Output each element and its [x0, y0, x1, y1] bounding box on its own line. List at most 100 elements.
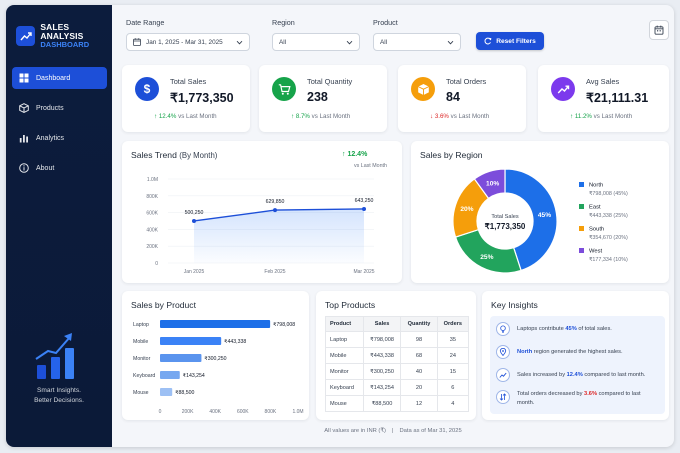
calendar-icon — [133, 38, 141, 46]
insight-highlight: North — [517, 349, 533, 355]
trend-point — [362, 206, 366, 211]
legend-label: East — [589, 205, 601, 211]
kpi-value: ₹21,111.31 — [586, 91, 649, 105]
data-label: 643,250 — [355, 198, 374, 204]
cell-quantity: 40 — [400, 363, 438, 380]
cell-product: Keyboard — [325, 379, 364, 396]
sales-by-region-card: Sales by Region 45% 25% 20% 10% Total Sales ₹… — [411, 141, 669, 283]
y-tick-label: 1.0M — [147, 177, 158, 183]
y-tick-label: 0 — [155, 261, 158, 267]
reset-filters-label: Reset Filters — [496, 37, 536, 45]
date-range-picker[interactable]: Jan 1, 2025 - Mar 31, 2025 — [126, 33, 250, 51]
currency-note: All values are in INR (₹) — [324, 428, 386, 434]
table-row: Monitor ₹300,250 40 15 — [325, 363, 470, 380]
kpi-compare: vs Last Month — [178, 113, 217, 120]
cell-sales: ₹300,250 — [362, 363, 402, 380]
cell-sales: ₹443,338 — [362, 347, 402, 364]
x-tick-label: Jan 2025 — [184, 269, 205, 275]
kpi-delta: ↑ 12.4% vs Last Month — [154, 113, 217, 120]
x-tick-label: Mar 2025 — [353, 269, 374, 275]
kpi-delta-value: 12.4% — [158, 113, 177, 120]
cart-icon — [272, 77, 296, 101]
kpi-card-total-quantity: Total Quantity 238 ↑ 8.7% vs Last Month — [259, 65, 387, 132]
insight-highlight: 3.6% — [584, 391, 597, 397]
dollar-icon: $ — [135, 77, 159, 101]
calendar-button[interactable] — [649, 20, 669, 40]
sales-trend-title: Sales Trend — [131, 150, 177, 160]
sales-by-product-card: Sales by Product Laptop ₹798,008 Mobile ₹44… — [122, 291, 309, 420]
table-row: Mobile ₹443,338 68 24 — [325, 347, 470, 364]
trend-up-icon — [496, 368, 510, 382]
sidebar-item-dashboard[interactable]: Dashboard — [12, 67, 107, 89]
slice-pct-label: 10% — [486, 180, 499, 187]
data-as-of: Data as of Mar 31, 2025 — [399, 428, 462, 434]
reset-filters-button[interactable]: Reset Filters — [476, 32, 544, 50]
box-icon — [19, 103, 29, 113]
legend-value: ₹443,338 (25%) — [589, 213, 628, 219]
insight-text: of total sales. — [576, 326, 612, 332]
region-label: Region — [272, 18, 295, 27]
category-label: Mouse — [133, 390, 149, 396]
bar-value-label: ₹798,008 — [273, 322, 295, 328]
cell-product: Laptop — [325, 331, 364, 348]
pie-slice-west — [473, 168, 506, 200]
kpi-compare: vs Last Month — [450, 113, 490, 120]
brand-subtitle: DASHBOARD — [40, 39, 90, 49]
kpi-compare: vs Last Month — [593, 113, 633, 120]
column-header: Sales — [362, 316, 402, 332]
cell-sales: ₹798,008 — [362, 331, 402, 348]
main-content: Date Range Jan 1, 2025 - Mar 31, 2025 Re… — [112, 5, 674, 447]
top-products-table: Product Sales Quantity Orders Laptop ₹79… — [325, 316, 470, 412]
donut-center-label: Total Sales — [491, 214, 519, 220]
footer: All values are in INR (₹) | Data as of Mar… — [324, 428, 462, 434]
region-select[interactable]: All — [272, 33, 360, 51]
insight-text: Sales increased by — [517, 372, 567, 378]
y-tick-label: 400K — [146, 227, 158, 233]
bar-mouse — [160, 388, 173, 396]
bar-chart-icon — [19, 135, 28, 143]
slice-pct-label: 20% — [460, 206, 473, 213]
cell-orders: 4 — [436, 395, 470, 412]
category-label: Keyboard — [133, 373, 155, 379]
kpi-delta-value: 3.6% — [434, 113, 449, 120]
kpi-delta: ↓ 3.6% vs Last Month — [430, 113, 490, 120]
sidebar-item-about[interactable]: About — [12, 157, 107, 179]
lightbulb-icon — [496, 322, 510, 336]
bar-value-label: ₹300,250 — [204, 356, 226, 362]
table-header-row: Product Sales Quantity Orders — [325, 316, 470, 332]
sidebar-item-products[interactable]: Products — [12, 97, 107, 119]
legend-swatch — [579, 226, 584, 231]
kpi-title: Avg Sales — [586, 77, 620, 86]
product-select[interactable]: All — [373, 33, 461, 51]
legend-value: ₹177,334 (10%) — [589, 257, 628, 263]
x-tick-label: 600K — [237, 409, 249, 415]
x-tick-label: 0 — [159, 409, 162, 415]
sidebar-item-label: Products — [36, 104, 64, 112]
cell-product: Mobile — [325, 347, 364, 364]
kpi-value: 84 — [446, 90, 460, 104]
bar-value-label: ₹88,500 — [175, 390, 194, 396]
sidebar-item-label: Dashboard — [36, 74, 71, 82]
sidebar-item-analytics[interactable]: Analytics — [12, 127, 107, 149]
trend-up-icon — [551, 77, 575, 101]
sales-trend-card: Sales Trend (By Month) ↑ 12.4% vs Last M… — [122, 141, 402, 283]
sidebar-nav: Dashboard Products Analytics About — [12, 67, 107, 187]
legend-label: North — [589, 183, 603, 189]
insight-text: Laptops contribute — [517, 326, 566, 332]
cell-orders: 24 — [436, 347, 470, 364]
legend-value: ₹354,670 (20%) — [589, 235, 628, 241]
kpi-delta-value: 11.2% — [574, 113, 592, 120]
insights-panel: Laptops contribute 45% of total sales. N… — [490, 316, 665, 414]
insight-text: compared to last month. — [582, 372, 646, 378]
column-header: Product — [325, 316, 364, 332]
tagline-line-1: Smart Insights. — [37, 387, 81, 394]
product-label: Product — [373, 18, 398, 27]
app-window: SALES ANALYSIS DASHBOARD Dashboard Produ… — [6, 5, 674, 447]
sort-icon — [496, 390, 510, 404]
slice-pct-label: 45% — [538, 212, 551, 219]
kpi-delta: ↑ 8.7% vs Last Month — [291, 113, 351, 120]
kpi-card-total-sales: $ Total Sales ₹1,773,350 ↑ 12.4% vs Last… — [122, 65, 250, 132]
y-tick-label: 200K — [146, 244, 158, 250]
cell-product: Monitor — [325, 363, 364, 380]
bar-keyboard — [160, 371, 180, 379]
